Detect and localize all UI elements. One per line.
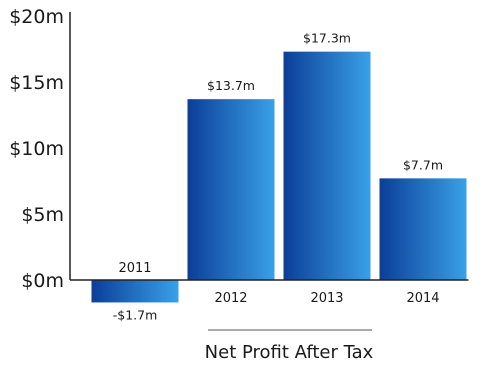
x-axis-label: Net Profit After Tax xyxy=(205,342,374,363)
y-tick-label: $0m xyxy=(21,270,64,292)
data-labels: -$1.7m $13.7m $17.3m $7.7m xyxy=(113,31,443,323)
data-label-2014: $7.7m xyxy=(403,157,443,172)
x-tick-label-2014: 2014 xyxy=(406,291,439,306)
bar-2012 xyxy=(187,99,275,280)
bar-2013 xyxy=(283,51,371,280)
x-axis-ticks: 2011 2012 2013 2014 xyxy=(118,261,439,306)
y-tick-label: $20m xyxy=(9,6,64,28)
bars xyxy=(91,51,467,303)
bar-2014 xyxy=(379,178,467,280)
data-label-2013: $17.3m xyxy=(303,31,351,46)
y-tick-label: $10m xyxy=(9,138,64,160)
y-tick-label: $15m xyxy=(9,72,64,94)
y-tick-label: $5m xyxy=(21,204,64,226)
data-label-2011: -$1.7m xyxy=(113,307,158,322)
y-axis-ticks: $0m $5m $10m $15m $20m xyxy=(9,6,64,292)
x-tick-label-2012: 2012 xyxy=(214,291,247,306)
x-tick-label-2013: 2013 xyxy=(310,291,343,306)
x-tick-label-2011: 2011 xyxy=(118,261,151,276)
bar-2011 xyxy=(91,280,179,303)
data-label-2012: $13.7m xyxy=(207,78,255,93)
